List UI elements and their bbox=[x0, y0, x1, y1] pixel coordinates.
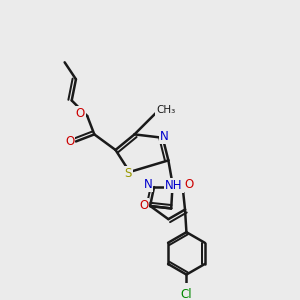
Text: O: O bbox=[139, 199, 148, 212]
Text: CH₃: CH₃ bbox=[156, 105, 175, 115]
Text: O: O bbox=[65, 135, 74, 148]
Text: H: H bbox=[182, 180, 190, 190]
Text: Cl: Cl bbox=[181, 288, 192, 300]
Text: N: N bbox=[143, 178, 152, 191]
Text: O: O bbox=[184, 178, 194, 191]
Text: N: N bbox=[160, 130, 168, 143]
Text: O: O bbox=[76, 107, 85, 120]
Text: NH: NH bbox=[165, 179, 183, 192]
Text: S: S bbox=[124, 167, 132, 180]
